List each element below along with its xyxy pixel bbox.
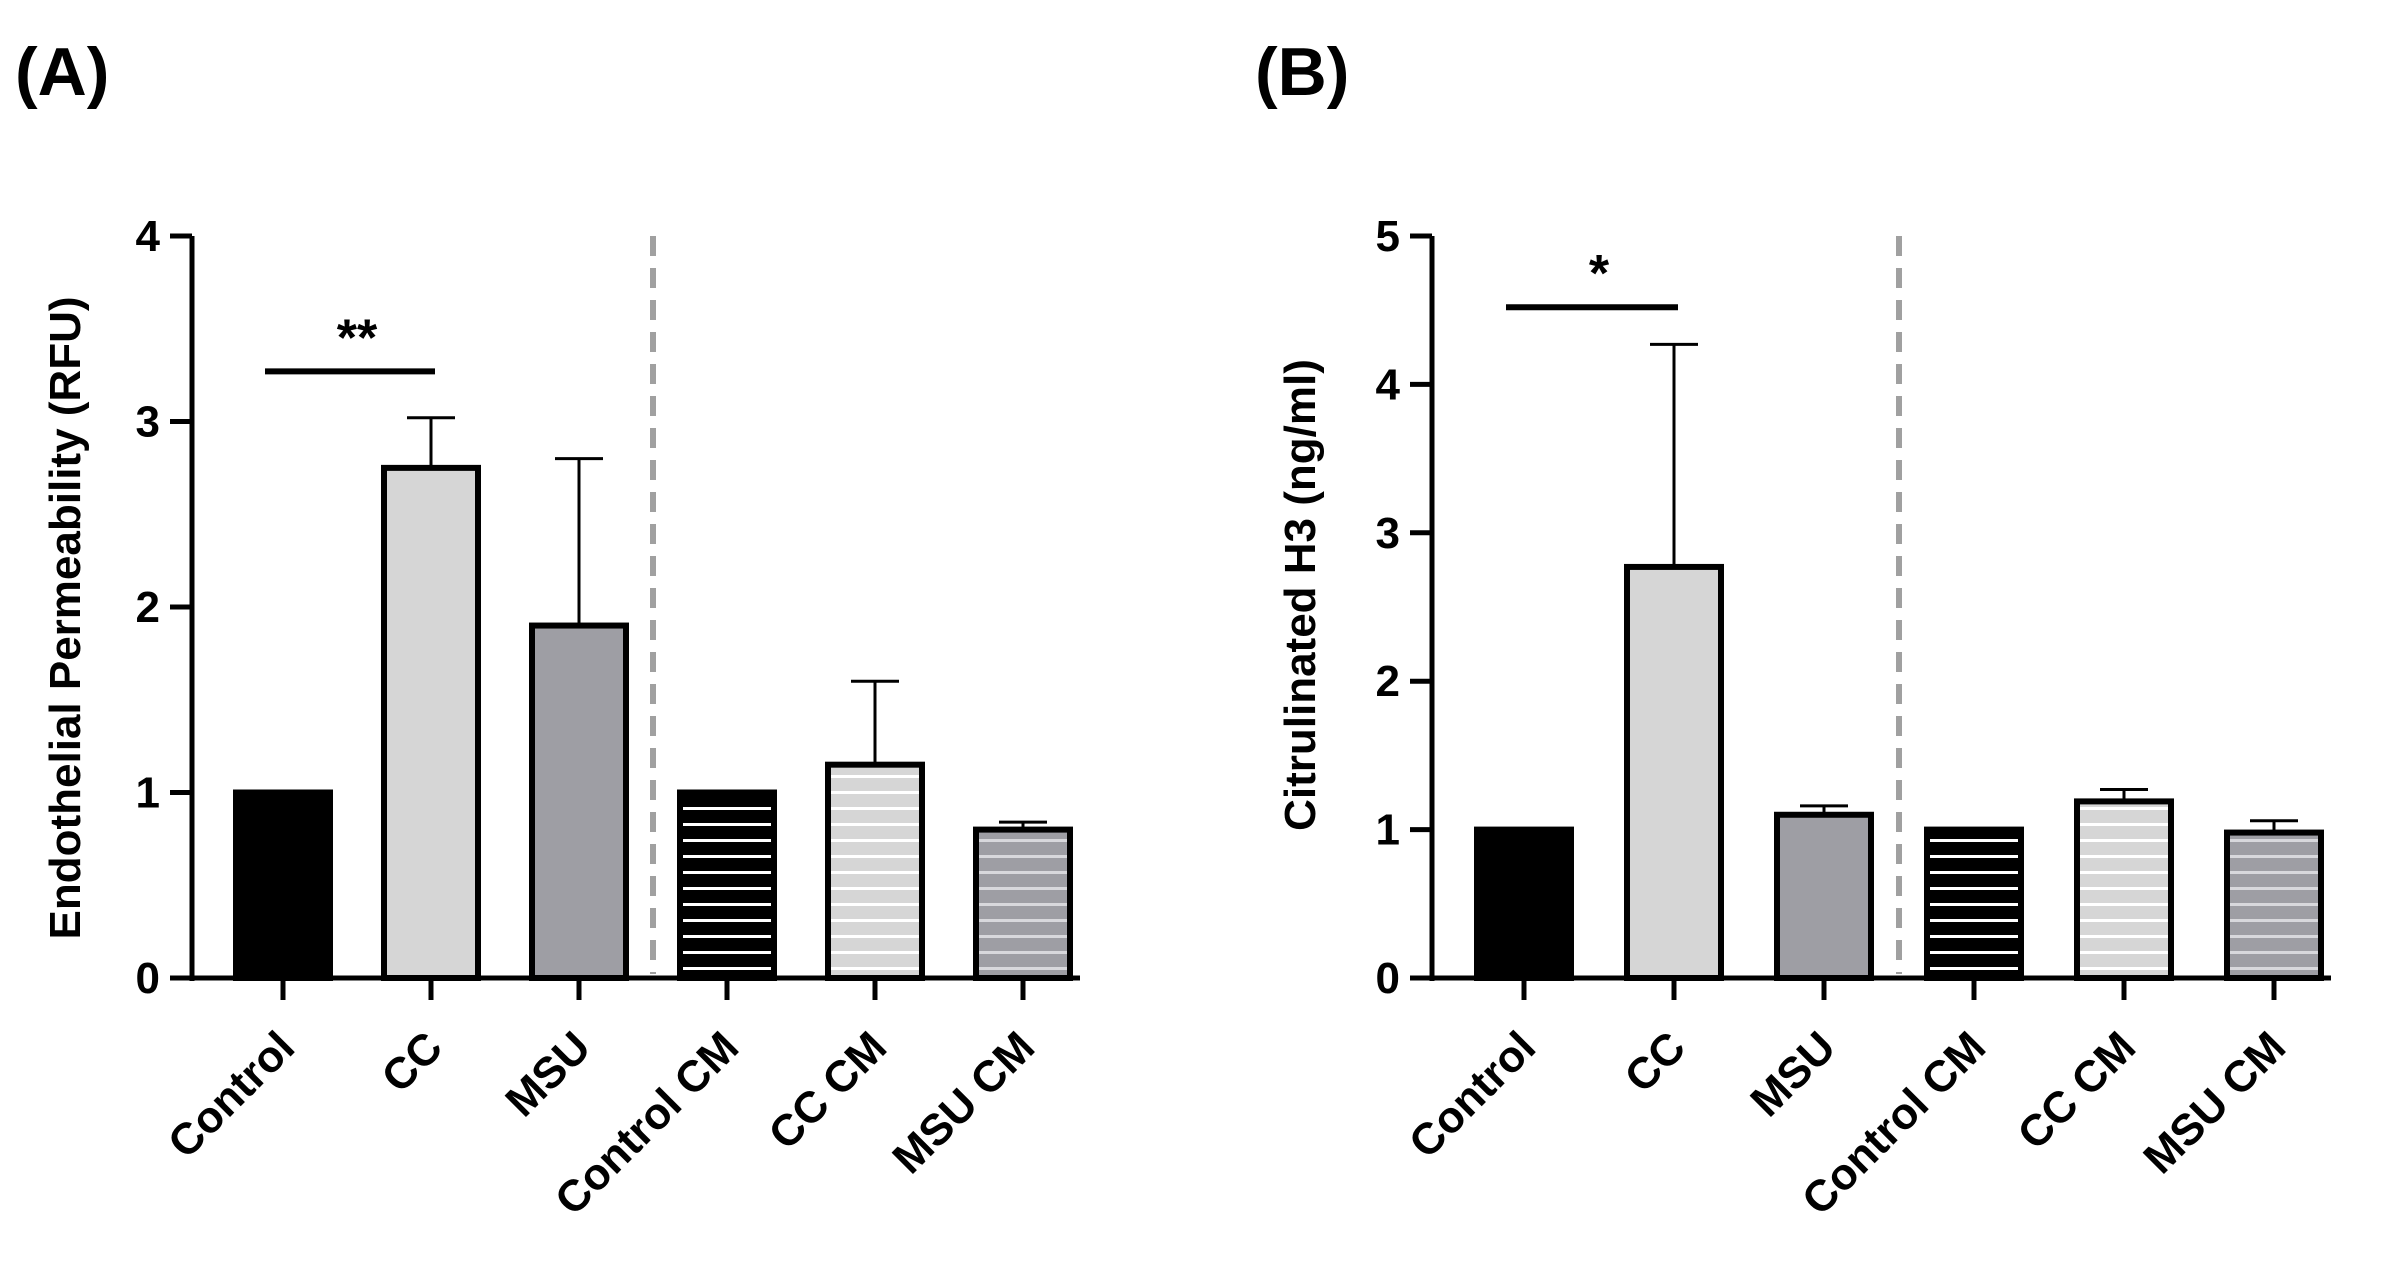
panel-b-y-tick-label: 4 bbox=[1376, 360, 1401, 409]
panel-a: (A) Endothelial Permeability (RFU) 0 1 2 3 4… bbox=[15, 34, 1080, 1225]
panel-a-x-tick-label: CC bbox=[372, 1022, 452, 1102]
panel-a-y-tick-label: 3 bbox=[136, 398, 160, 447]
panel-a-y-tick-label: 2 bbox=[136, 583, 160, 632]
panel-a-y-axis-title: Endothelial Permeability (RFU) bbox=[41, 297, 90, 940]
panel-b-bar bbox=[1624, 563, 1724, 981]
panel-b-y-tick-label: 3 bbox=[1376, 509, 1400, 558]
panel-b-x-tick-label: MSU CM bbox=[2134, 1022, 2295, 1183]
panel-b-label: (B) bbox=[1255, 34, 1349, 110]
panel-b-y-tick-label: 2 bbox=[1376, 657, 1400, 706]
panel-a-bar bbox=[233, 789, 333, 981]
panel-a-bar bbox=[529, 622, 629, 981]
panel-a-bar bbox=[381, 464, 481, 981]
panel-b-y-tick-label: 0 bbox=[1376, 954, 1400, 1003]
panel-a-x-tick-label: CC CM bbox=[759, 1022, 896, 1159]
panel-b-x-tick-label: MSU bbox=[1741, 1022, 1845, 1126]
panel-a-bar bbox=[825, 761, 925, 981]
panel-b: (B) Citrulinated H3 (ng/ml) 0 1 2 3 4 5 Contro… bbox=[1255, 34, 2331, 1225]
panel-a-y-tick-label: 4 bbox=[136, 212, 161, 261]
panel-a-bar bbox=[973, 826, 1073, 981]
panel-b-x-tick-label: Control bbox=[1400, 1022, 1545, 1167]
panel-a-x-tick-label: Control bbox=[159, 1022, 304, 1167]
panel-b-y-tick-label: 5 bbox=[1376, 212, 1400, 261]
panel-a-x-tick-label: MSU bbox=[496, 1022, 600, 1126]
panel-a-label: (A) bbox=[15, 34, 109, 110]
panel-a-significance-label: ** bbox=[337, 309, 378, 367]
panel-b-bar bbox=[1924, 826, 2024, 981]
panel-a-bar bbox=[677, 789, 777, 981]
panel-b-bar bbox=[1474, 826, 1574, 981]
panel-b-bar bbox=[2224, 829, 2324, 981]
panel-b-x-tick-label: CC CM bbox=[2008, 1022, 2145, 1159]
panel-b-bar bbox=[2074, 798, 2174, 981]
panel-b-bar bbox=[1774, 811, 1874, 982]
panel-b-y-axis-title: Citrulinated H3 (ng/ml) bbox=[1276, 359, 1325, 831]
panel-a-y-tick-label: 1 bbox=[136, 769, 160, 818]
panel-b-y-tick-label: 1 bbox=[1376, 806, 1400, 855]
panel-b-significance-label: * bbox=[1589, 245, 1610, 303]
panel-a-x-tick-label: MSU CM bbox=[883, 1022, 1044, 1183]
panel-b-x-tick-label: CC bbox=[1615, 1022, 1695, 1102]
panel-a-y-tick-label: 0 bbox=[136, 954, 160, 1003]
